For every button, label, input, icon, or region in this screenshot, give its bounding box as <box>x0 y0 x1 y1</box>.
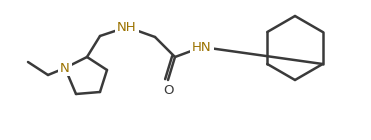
Text: O: O <box>163 83 173 96</box>
Text: HN: HN <box>192 40 212 53</box>
Text: NH: NH <box>117 20 137 33</box>
Text: N: N <box>60 61 70 74</box>
